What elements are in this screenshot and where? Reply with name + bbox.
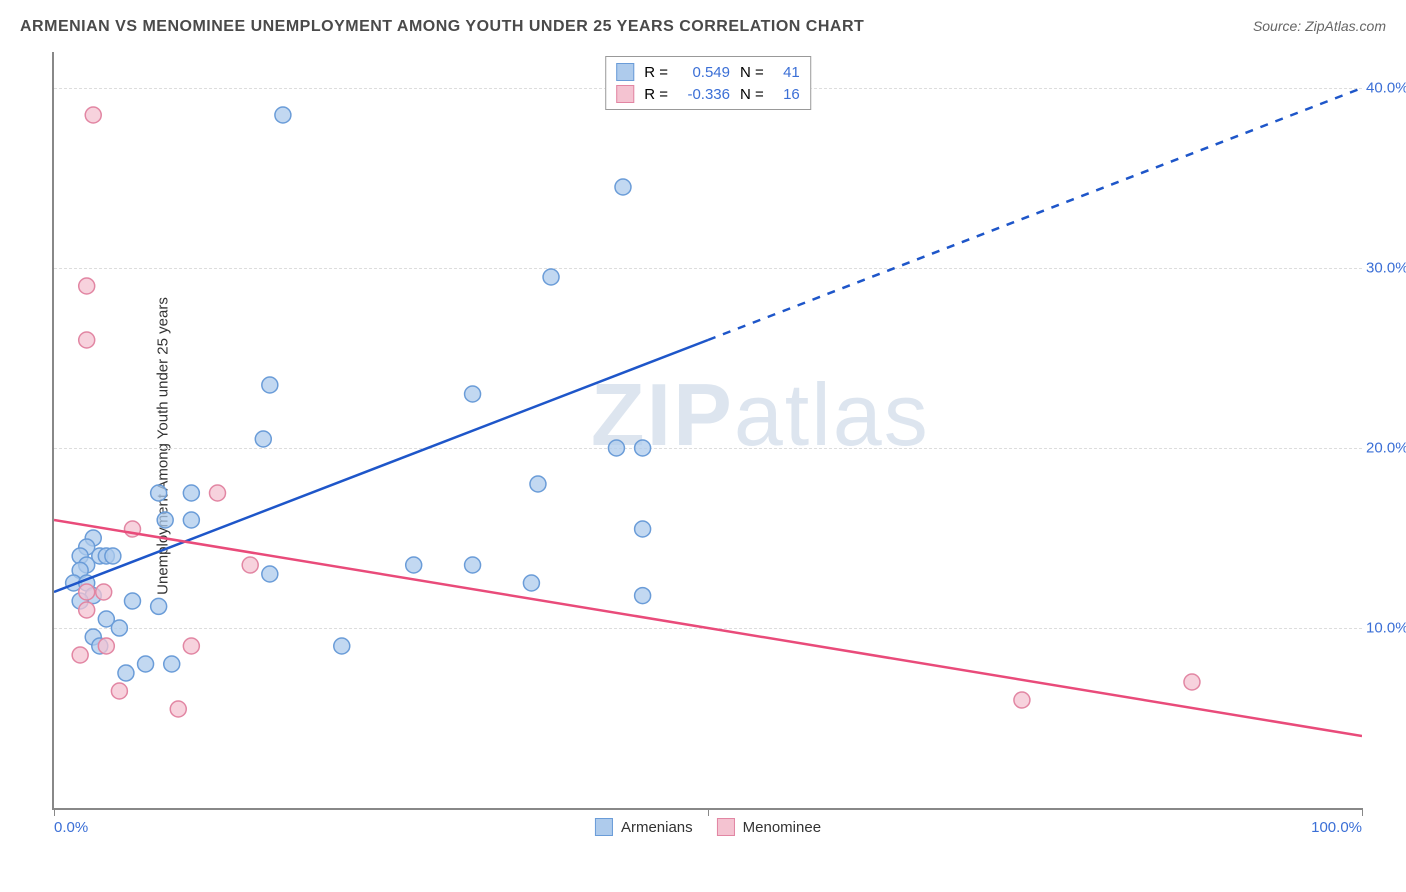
data-point [465,386,481,402]
x-tick [1362,808,1363,816]
legend-swatch-armenians [616,63,634,81]
x-axis-min-label: 0.0% [54,819,88,836]
r-value-armenians: 0.549 [678,64,730,81]
legend-item-armenians: Armenians [595,818,693,836]
y-tick-label: 40.0% [1366,80,1406,97]
data-point [164,656,180,672]
data-point [543,269,559,285]
data-point [157,512,173,528]
data-point [85,107,101,123]
plot-area: R = 0.549 N = 41 R = -0.336 N = 16 ZIPat… [52,52,1362,810]
data-point [111,620,127,636]
data-point [1184,674,1200,690]
legend-label-armenians: Armenians [621,819,693,836]
data-point [151,485,167,501]
legend-row-menominee: R = -0.336 N = 16 [616,83,800,105]
data-point [72,647,88,663]
y-tick-label: 20.0% [1366,440,1406,457]
data-point [124,593,140,609]
data-point [183,638,199,654]
data-point [523,575,539,591]
trend-line [54,340,708,592]
legend-row-armenians: R = 0.549 N = 41 [616,61,800,83]
correlation-legend: R = 0.549 N = 41 R = -0.336 N = 16 [605,56,811,110]
data-point [151,598,167,614]
data-point [96,584,112,600]
legend-swatch-armenians-icon [595,818,613,836]
x-tick [54,808,55,816]
data-point [262,377,278,393]
data-point [242,557,258,573]
r-label: R = [644,64,668,81]
data-point [530,476,546,492]
data-point [262,566,278,582]
data-point [1014,692,1030,708]
legend-item-menominee: Menominee [717,818,821,836]
r-label: R = [644,86,668,103]
y-tick-label: 10.0% [1366,620,1406,637]
n-value-menominee: 16 [774,86,800,103]
legend-swatch-menominee-icon [717,818,735,836]
n-value-armenians: 41 [774,64,800,81]
data-point [608,440,624,456]
data-point [615,179,631,195]
data-point [406,557,422,573]
data-point [105,548,121,564]
r-value-menominee: -0.336 [678,86,730,103]
data-point [170,701,186,717]
series-legend: Armenians Menominee [595,818,821,836]
chart-title: ARMENIAN VS MENOMINEE UNEMPLOYMENT AMONG… [20,18,864,36]
data-point [79,584,95,600]
data-point [183,485,199,501]
data-point [334,638,350,654]
data-point [138,656,154,672]
data-point [635,588,651,604]
x-tick [708,808,709,816]
data-point [275,107,291,123]
data-point [210,485,226,501]
trend-line [54,520,1362,736]
data-point [98,638,114,654]
data-point [118,665,134,681]
legend-swatch-menominee [616,85,634,103]
source-label: Source: ZipAtlas.com [1253,18,1386,34]
n-label: N = [740,64,764,81]
x-axis-max-label: 100.0% [1311,819,1362,836]
n-label: N = [740,86,764,103]
scatter-svg [54,52,1362,808]
data-point [183,512,199,528]
data-point [111,683,127,699]
data-point [465,557,481,573]
data-point [79,332,95,348]
legend-label-menominee: Menominee [743,819,821,836]
data-point [255,431,271,447]
data-point [635,440,651,456]
data-point [79,602,95,618]
y-tick-label: 30.0% [1366,260,1406,277]
trend-line-dashed [708,88,1362,340]
data-point [79,278,95,294]
data-point [635,521,651,537]
